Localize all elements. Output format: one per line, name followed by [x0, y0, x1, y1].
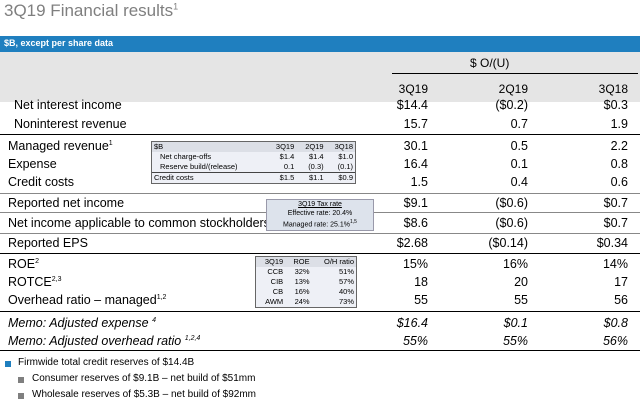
credit-box-total-row: Credit costs $1.5 $1.1 $0.9	[152, 172, 355, 183]
footnote-main: Firmwide total credit reserves of $14.4B	[18, 357, 195, 368]
units-banner: $B, except per share data	[0, 36, 640, 52]
row-divider	[0, 311, 640, 312]
row-label-roe: ROE2	[8, 257, 39, 271]
row-label-memo-overhead: Memo: Adjusted overhead ratio 1,2,4	[8, 334, 201, 348]
value-rotce-col1: 18	[414, 275, 428, 289]
roe-box-header: ROE	[285, 257, 312, 267]
row-divider	[0, 134, 640, 135]
oul-header: $ O/(U)	[470, 56, 510, 70]
credit-box-header: 3Q19	[266, 142, 297, 152]
row-label-nir: Noninterest revenue	[14, 117, 127, 131]
tax-rate-box: 3Q19 Tax rate Effective rate: 20.4% Mana…	[266, 199, 374, 231]
value-memo-ovh-col3: 56%	[602, 334, 628, 348]
bullet-sub-icon	[18, 377, 24, 383]
value-expense-col2: 0.1	[510, 157, 528, 171]
value-rni-col1: $9.1	[403, 196, 428, 210]
value-credit-col2: 0.4	[510, 175, 528, 189]
value-roe-col1: 15%	[402, 257, 428, 271]
col-header-2q19: 2Q19	[498, 82, 528, 96]
roe-box-header: 3Q19	[256, 257, 286, 267]
value-ovh-col3: 56	[614, 293, 628, 307]
value-ovh-col1: 55	[414, 293, 428, 307]
row-divider	[0, 233, 640, 234]
value-expense-col3: 0.8	[610, 157, 628, 171]
value-nir-col1: 15.7	[403, 117, 428, 131]
tax-box-effective: Effective rate: 20.4%	[287, 210, 353, 217]
value-eps-col2: ($0.14)	[488, 236, 528, 250]
value-memo-exp-col2: $0.1	[503, 316, 528, 330]
value-nia-col2: ($0.6)	[495, 216, 528, 230]
value-ovh-col2: 55	[514, 293, 528, 307]
value-rni-col2: ($0.6)	[495, 196, 528, 210]
value-eps-col1: $2.68	[396, 236, 428, 250]
value-roe-col2: 16%	[502, 257, 528, 271]
roe-box-row: AWM 24% 73%	[265, 297, 354, 306]
value-eps-col3: $0.34	[596, 236, 628, 250]
roe-box-row: CIB 13% 57%	[270, 277, 354, 286]
credit-box-header: $B	[152, 142, 267, 152]
bullet-sub-icon	[18, 393, 24, 399]
row-label-memo-expense: Memo: Adjusted expense 4	[8, 316, 156, 330]
row-divider	[0, 193, 640, 194]
footnote-consumer: Consumer reserves of $9.1B – net build o…	[32, 373, 256, 384]
value-roe-col3: 14%	[602, 257, 628, 271]
roe-box-header: O/H ratio	[311, 257, 356, 267]
row-divider	[0, 350, 640, 351]
value-nii-col3: $0.3	[603, 98, 628, 112]
value-memo-ovh-col1: 55%	[402, 334, 428, 348]
col-header-3q18: 3Q18	[598, 82, 628, 96]
page-title: 3Q19 Financial results1	[4, 1, 179, 20]
value-managed-rev-col3: 2.2	[610, 139, 628, 153]
units-label: $B, except per share data	[4, 38, 114, 48]
row-label-rotce: ROTCE2,3	[8, 275, 62, 289]
row-label-expense: Expense	[8, 157, 57, 171]
value-nia-col1: $8.6	[403, 216, 428, 230]
value-memo-exp-col3: $0.8	[603, 316, 628, 330]
credit-box-header: 3Q18	[325, 142, 355, 152]
value-nir-col3: 1.9	[610, 117, 628, 131]
row-label-net-income-common: Net income applicable to common stockhol…	[8, 216, 270, 230]
value-credit-col3: 0.6	[610, 175, 628, 189]
value-credit-col1: 1.5	[410, 175, 428, 189]
row-label-managed-revenue: Managed revenue1	[8, 139, 113, 153]
segment-roe-box: 3Q19 ROE O/H ratio CCB 32% 51% CIB 13% 57% C…	[255, 256, 357, 308]
row-label-nii: Net interest income	[14, 98, 122, 112]
value-expense-col1: 16.4	[403, 157, 428, 171]
roe-box-row: CCB 32% 51%	[267, 267, 354, 276]
roe-box-row: CB 16% 40%	[272, 287, 354, 296]
value-nir-col2: 0.7	[510, 117, 528, 131]
bullet-main-icon	[5, 361, 11, 367]
value-memo-exp-col1: $16.4	[396, 316, 428, 330]
row-divider	[0, 253, 640, 254]
tax-box-managed: Managed rate: 25.1%1,5	[283, 219, 357, 229]
oul-underline	[392, 73, 638, 74]
row-label-reported-eps: Reported EPS	[8, 236, 88, 250]
value-rni-col3: $0.7	[603, 196, 628, 210]
tax-box-title: 3Q19 Tax rate	[298, 201, 342, 208]
value-managed-rev-col2: 0.5	[510, 139, 528, 153]
value-memo-ovh-col2: 55%	[502, 334, 528, 348]
credit-box-row: Net charge-offs $1.4 $1.4 $1.0	[160, 152, 353, 161]
row-label-reported-net-income: Reported net income	[8, 196, 125, 210]
value-rotce-col3: 17	[614, 275, 628, 289]
row-label-overhead-ratio: Overhead ratio – managed1,2	[8, 293, 167, 307]
value-managed-rev-col1: 30.1	[403, 139, 428, 153]
header-band	[0, 52, 640, 102]
value-nii-col1: $14.4	[396, 98, 428, 112]
value-nia-col3: $0.7	[603, 216, 628, 230]
footnote-wholesale: Wholesale reserves of $5.3B – net build …	[32, 389, 257, 400]
value-nii-col2: ($0.2)	[495, 98, 528, 112]
credit-box-row: Reserve build/(release) 0.1 (0.3) (0.1)	[160, 162, 353, 171]
credit-costs-detail-box: $B 3Q19 2Q19 3Q18 Net charge-offs $1.4 $1…	[151, 141, 356, 184]
row-label-credit-costs: Credit costs	[8, 175, 74, 189]
col-header-3q19: 3Q19	[398, 82, 428, 96]
credit-box-header: 2Q19	[296, 142, 326, 152]
value-rotce-col2: 20	[514, 275, 528, 289]
